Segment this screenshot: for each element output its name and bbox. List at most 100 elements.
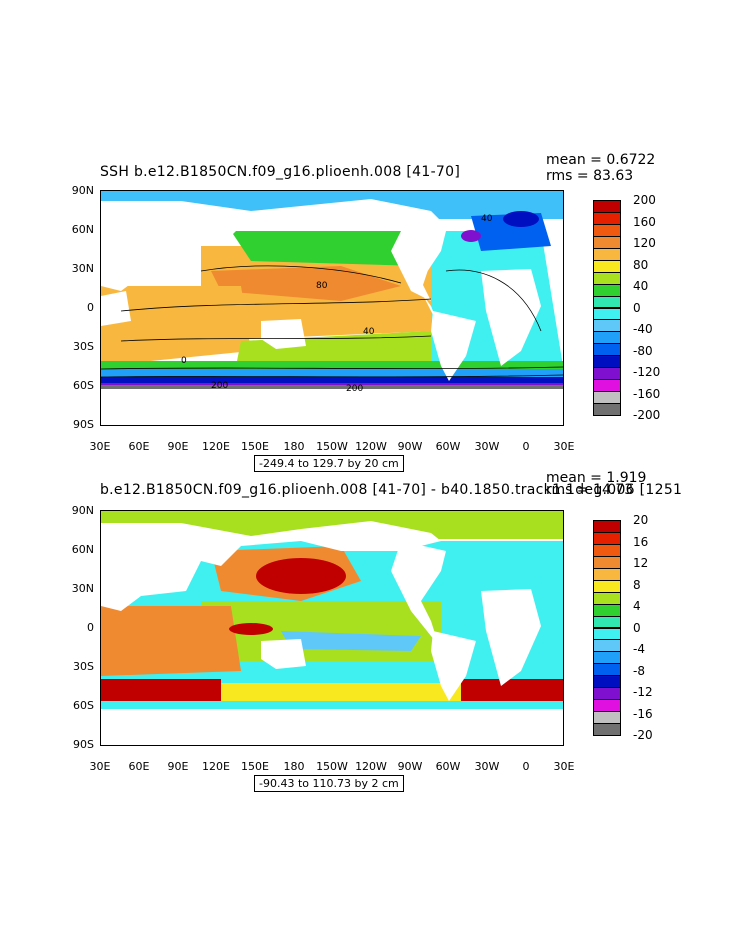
indian-ocean-max	[229, 623, 273, 635]
southern-ocean-band	[101, 385, 563, 389]
south-america-land	[431, 311, 476, 381]
colorbar-label: 4	[633, 599, 641, 613]
north-america-land	[391, 541, 446, 646]
ssh-map: 80 40 0 40 200 200	[100, 190, 564, 426]
lon-label: 120W	[355, 760, 387, 773]
lon-label: 150W	[316, 440, 348, 453]
antarctic-land	[101, 291, 131, 326]
south-pacific-low	[281, 631, 421, 651]
australia-land	[261, 319, 306, 349]
lon-label: 30W	[474, 440, 500, 453]
lon-label: 150E	[241, 440, 269, 453]
contour-range-label: -249.4 to 129.7 by 20 cm	[254, 455, 404, 472]
lon-label: 30E	[553, 760, 575, 773]
south-america-land	[431, 631, 476, 701]
lat-label: 0	[87, 621, 94, 634]
map-title: SSH b.e12.B1850CN.f09_g16.plioenh.008 [4…	[100, 164, 461, 180]
colorbar-label: -16	[633, 706, 653, 721]
lon-label: 60W	[435, 760, 461, 773]
contour-label: 80	[316, 281, 328, 291]
contour-line	[120, 335, 432, 342]
colorbar-label: -160	[633, 386, 661, 401]
africa-land	[481, 269, 541, 366]
map-title: b.e12.B1850CN.f09_g16.plioenh.008 [41-70…	[100, 482, 683, 498]
ssh-difference-field	[101, 511, 563, 745]
colorbar-label: 0	[633, 300, 641, 315]
colorbar-label: 160	[633, 214, 656, 229]
north-america-land	[391, 231, 446, 301]
colorbar-label: -40	[633, 322, 653, 336]
antarctica-land	[101, 709, 563, 745]
colorbar-label: 12	[633, 556, 649, 570]
lon-label: 60E	[128, 440, 150, 453]
ssh-difference-map	[100, 510, 564, 746]
indian-ocean-region	[101, 606, 241, 676]
lat-label: 90N	[71, 184, 94, 197]
colorbar-label: -12	[633, 685, 653, 699]
lat-label: 90S	[73, 738, 94, 751]
lon-label: 90E	[167, 760, 189, 773]
eurasia-land	[101, 199, 441, 291]
lat-label: 60N	[71, 543, 94, 556]
contour-label: 200	[211, 381, 228, 391]
lat-label: 30N	[71, 582, 94, 595]
ssh-map-field: 80 40 0 40 200 200	[101, 191, 563, 425]
colorbar-label: 20	[633, 513, 649, 527]
lon-label: 0	[522, 440, 530, 453]
lat-label: 90N	[71, 504, 94, 517]
lat-label: 30S	[73, 660, 94, 673]
colorbar-label: 0	[633, 620, 641, 635]
mean-value: mean = 0.6722	[546, 152, 656, 168]
lon-label: 90E	[167, 440, 189, 453]
lon-label: 180	[283, 760, 305, 773]
colorbar-label: -20	[633, 728, 653, 742]
lon-label: 90W	[397, 440, 423, 453]
australia-land	[261, 639, 306, 669]
southern-ocean-max	[101, 679, 221, 701]
southern-ocean-band	[101, 361, 563, 369]
lon-label: 0	[522, 760, 530, 773]
lat-label: 0	[87, 301, 94, 314]
lon-label: 120E	[202, 760, 230, 773]
colorbar-label: 200	[633, 193, 656, 207]
colorbar-label: -80	[633, 343, 653, 358]
ssh-map-panel: SSH b.e12.B1850CN.f09_g16.plioenh.008 [4…	[0, 150, 733, 472]
lon-label: 30E	[89, 440, 111, 453]
contour-label: 40	[481, 214, 493, 224]
indian-ocean-region	[101, 286, 251, 366]
lon-label: 90W	[397, 760, 423, 773]
lon-label: 120W	[355, 440, 387, 453]
lon-label: 60E	[128, 760, 150, 773]
colorbar-label: 120	[633, 236, 656, 250]
colorbar-label: 40	[633, 279, 649, 293]
colorbar-label: 8	[633, 577, 641, 592]
lon-label: 60W	[435, 440, 461, 453]
colorbar-swatch	[593, 403, 621, 416]
colorbar-label: -4	[633, 642, 645, 656]
colorbar-label: -8	[633, 663, 645, 678]
lon-label: 30E	[553, 440, 575, 453]
lon-label: 150E	[241, 760, 269, 773]
mean-value: mean = 1.919	[546, 470, 647, 486]
lat-label: 30N	[71, 262, 94, 275]
colorbar-label: -200	[633, 408, 661, 422]
rms-value: rms = 14.73	[546, 482, 634, 498]
colorbar-label: -120	[633, 365, 661, 379]
colorbar-swatch	[593, 723, 621, 736]
lon-label: 150W	[316, 760, 348, 773]
lat-label: 60S	[73, 699, 94, 712]
lon-label: 30W	[474, 760, 500, 773]
lat-label: 30S	[73, 340, 94, 353]
lon-label: 120E	[202, 440, 230, 453]
kuroshio-max	[256, 558, 346, 594]
lat-label: 90S	[73, 418, 94, 431]
nordic-sea-low	[503, 211, 539, 227]
colorbar-label: 16	[633, 534, 649, 549]
pacific-core-region	[211, 266, 401, 301]
contour-line	[101, 374, 563, 378]
north-pacific-region	[231, 231, 421, 266]
contour-label: 200	[346, 384, 363, 394]
rms-value: rms = 83.63	[546, 168, 634, 184]
southern-ocean-band	[101, 377, 563, 383]
contour-line	[120, 298, 432, 312]
